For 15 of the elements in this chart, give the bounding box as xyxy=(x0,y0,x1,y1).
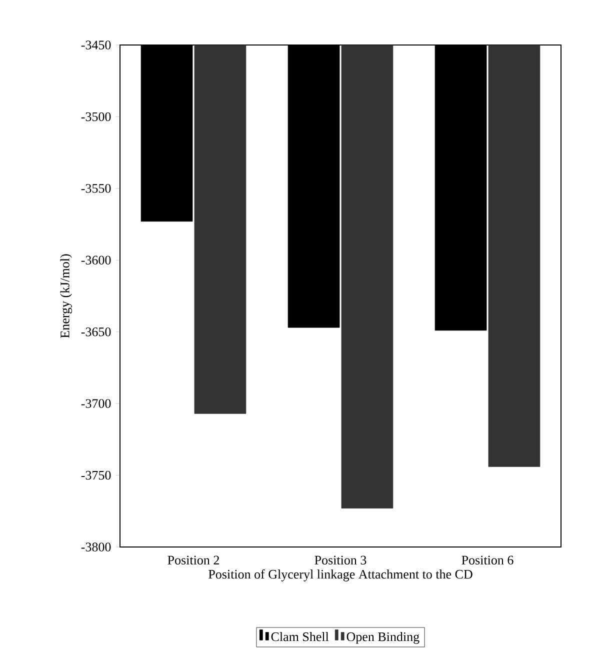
y-axis-title: Energy (kJ/mol) xyxy=(60,254,72,338)
y-tick-label: -3500 xyxy=(81,112,111,122)
x-tick-label: Position 3 xyxy=(314,556,366,565)
x-tick-label: Position 6 xyxy=(462,556,514,565)
y-tick-label: -3550 xyxy=(81,184,111,193)
x-tick-label: Position 2 xyxy=(168,556,219,565)
y-tick-label: -3700 xyxy=(81,399,111,408)
y-tick-label: -3450 xyxy=(81,40,111,50)
legend-label: Open Binding xyxy=(346,632,420,644)
y-tick-label: -3800 xyxy=(81,542,111,552)
y-tick-label: -3650 xyxy=(81,327,111,336)
x-axis-title: Position of Glyceryl linkage Attachment to the CD xyxy=(208,569,472,582)
legend-label: Clam Shell xyxy=(271,632,329,642)
y-tick-label: -3750 xyxy=(81,470,111,480)
y-tick-label: -3600 xyxy=(81,256,111,265)
